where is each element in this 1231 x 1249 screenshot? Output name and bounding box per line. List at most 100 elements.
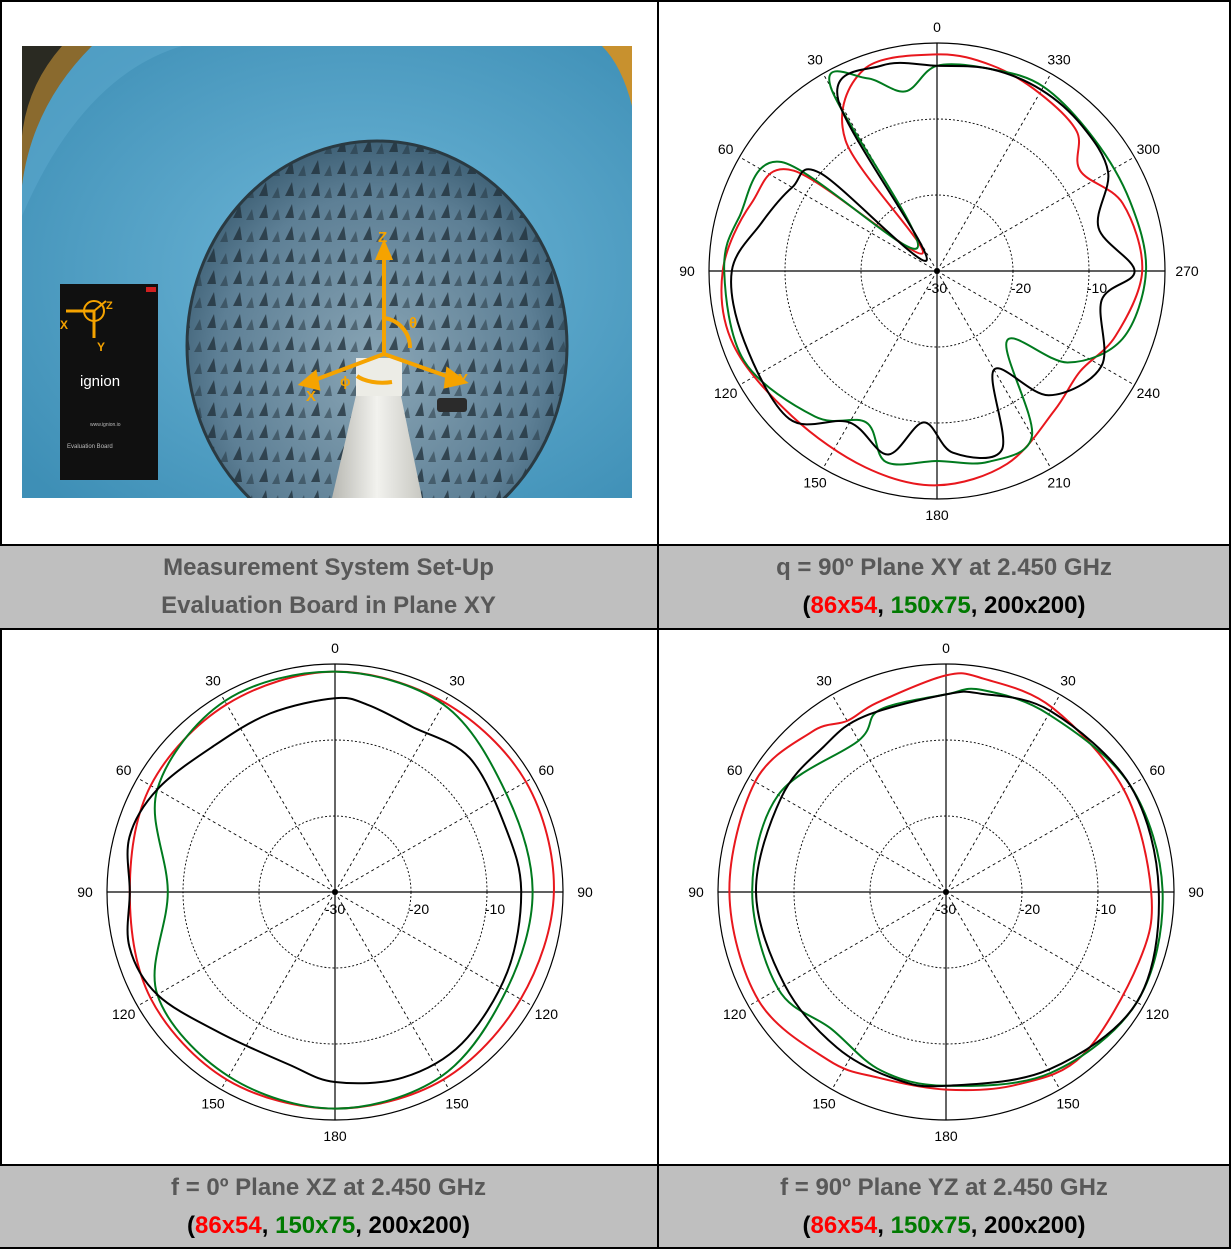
polar-angle-label: 60 bbox=[116, 762, 132, 778]
legend-sep: , bbox=[355, 1211, 369, 1239]
legend-200x200: 200x200 bbox=[984, 592, 1078, 619]
series-line-150x75 bbox=[153, 670, 534, 1110]
polar-angle-label: 300 bbox=[1137, 141, 1161, 157]
polar-angle-label: 30 bbox=[205, 673, 221, 689]
legend-sep: , bbox=[877, 592, 891, 619]
axis-phi-label: ϕ bbox=[340, 373, 351, 389]
board-logo: ignion bbox=[80, 373, 120, 390]
polar-radial-label: -20 bbox=[1011, 280, 1031, 296]
polar-angle-label: 60 bbox=[727, 762, 743, 778]
polar-radial-label: -30 bbox=[927, 280, 947, 296]
polar-angle-label: 0 bbox=[933, 19, 941, 35]
series-line-86x54 bbox=[728, 672, 1153, 1092]
xz-caption: f = 0º Plane XZ at 2.450 GHz (86x54, 150… bbox=[0, 1166, 659, 1249]
paren-close: ) bbox=[461, 1211, 470, 1239]
axis-z-label: Z bbox=[378, 229, 387, 246]
series-line-150x75 bbox=[723, 63, 1148, 466]
xz-chart-cell: 0 30 60 90 120 150 180 150 120 90 60 30 -30 -20 -10 bbox=[0, 630, 659, 1166]
polar-angle-label: 270 bbox=[1175, 263, 1199, 279]
polar-angle-label: 210 bbox=[1047, 474, 1071, 490]
polar-spoke bbox=[334, 891, 533, 1007]
polar-angle-label: 0 bbox=[331, 640, 339, 656]
polar-chart-xz: 0 30 60 90 120 150 180 150 120 90 60 30 -30 -20 -10 bbox=[77, 640, 593, 1144]
series-line-150x75 bbox=[751, 687, 1164, 1087]
legend-86x54: 86x54 bbox=[810, 592, 878, 619]
yz-caption: f = 90º Plane YZ at 2.450 GHz (86x54, 15… bbox=[659, 1166, 1231, 1249]
polar-angle-label: 120 bbox=[535, 1006, 559, 1022]
legend-150x75: 150x75 bbox=[890, 592, 971, 619]
legend-86x54: 86x54 bbox=[195, 1211, 262, 1239]
polar-angle-label: 90 bbox=[1188, 884, 1204, 900]
yz-caption-title: f = 90º Plane YZ at 2.450 GHz bbox=[780, 1173, 1108, 1201]
polar-spoke bbox=[334, 694, 450, 893]
polar-spoke bbox=[831, 891, 947, 1090]
polar-angle-label: 60 bbox=[718, 141, 734, 157]
polar-angle-label: 150 bbox=[1056, 1095, 1080, 1111]
polar-radial-label: -30 bbox=[936, 901, 956, 917]
polar-angle-label: 90 bbox=[688, 884, 704, 900]
axis-theta-label: θ bbox=[409, 315, 417, 332]
polar-angle-label: 120 bbox=[112, 1006, 136, 1022]
legend-86x54: 86x54 bbox=[810, 1211, 878, 1239]
polar-spoke bbox=[334, 891, 450, 1090]
xy-caption-title: q = 90º Plane XY at 2.450 GHz bbox=[776, 554, 1112, 581]
polar-angle-label: 90 bbox=[77, 884, 93, 900]
polar-angle-label: 90 bbox=[679, 263, 695, 279]
polar-angle-label: 120 bbox=[723, 1006, 747, 1022]
polar-angle-label: 90 bbox=[577, 884, 593, 900]
polar-angle-label: 120 bbox=[1146, 1006, 1170, 1022]
anechoic-chamber-photo: Z X Y θ ϕ X Y Z ignion www.ignion.io Eva… bbox=[22, 46, 632, 498]
paren-close: ) bbox=[1077, 592, 1086, 619]
yz-chart-cell: 0 30 60 90 120 150 180 150 120 90 60 30 -30 -20 -10 bbox=[659, 630, 1231, 1166]
polar-radial-label: -20 bbox=[409, 901, 429, 917]
evaluation-board: X Y Z ignion www.ignion.io Evaluation Bo… bbox=[60, 284, 158, 480]
paren-open: ( bbox=[802, 592, 811, 619]
polar-center-dot bbox=[332, 889, 338, 895]
polar-spoke bbox=[220, 694, 336, 893]
legend-sep: , bbox=[877, 1211, 891, 1239]
polar-spoke bbox=[945, 777, 1144, 893]
polar-spoke bbox=[822, 270, 938, 469]
legend-sep: , bbox=[970, 592, 985, 619]
polar-center-dot bbox=[934, 268, 940, 274]
polar-spoke bbox=[945, 891, 1061, 1090]
xy-chart-cell: 0 30 60 90 120 150 180 210 240 270 300 330 -30 -20 -10 bbox=[659, 0, 1231, 546]
xy-caption: q = 90º Plane XY at 2.450 GHz (86x54, 15… bbox=[659, 546, 1231, 630]
xz-caption-legend: (86x54, 150x75, 200x200) bbox=[187, 1207, 470, 1245]
legend-200x200: 200x200 bbox=[368, 1211, 462, 1239]
board-axis-y: Y bbox=[97, 340, 105, 354]
polar-angle-label: 60 bbox=[539, 762, 555, 778]
legend-150x75: 150x75 bbox=[275, 1211, 356, 1239]
polar-angle-label: 330 bbox=[1047, 52, 1071, 68]
polar-radial-label: -10 bbox=[1087, 280, 1107, 296]
polar-angle-label: 30 bbox=[807, 52, 823, 68]
legend-sep: , bbox=[261, 1211, 276, 1239]
polar-spoke bbox=[137, 777, 336, 893]
yz-caption-legend: (86x54, 150x75, 200x200) bbox=[803, 1207, 1086, 1245]
polar-radial-label: -10 bbox=[485, 901, 505, 917]
polar-spoke bbox=[137, 891, 336, 1007]
series-line-200x200 bbox=[730, 61, 1136, 459]
polar-center-dot bbox=[943, 889, 949, 895]
setup-caption-line2: Evaluation Board in Plane XY bbox=[161, 592, 496, 619]
polar-chart-yz: 0 30 60 90 120 150 180 150 120 90 60 30 -30 -20 -10 bbox=[688, 640, 1204, 1144]
polar-spoke bbox=[739, 270, 938, 386]
polar-angle-label: 150 bbox=[445, 1095, 469, 1111]
legend-200x200: 200x200 bbox=[984, 1211, 1078, 1239]
board-axis-z: Z bbox=[106, 300, 113, 312]
polar-spoke bbox=[936, 270, 1135, 386]
series-line-86x54 bbox=[720, 53, 1144, 487]
xy-caption-legend: (86x54, 150x75, 200x200) bbox=[803, 587, 1086, 625]
polar-angle-label: 240 bbox=[1137, 385, 1161, 401]
xz-caption-title: f = 0º Plane XZ at 2.450 GHz bbox=[171, 1173, 486, 1201]
legend-sep: , bbox=[970, 1211, 985, 1239]
polar-radial-label: -20 bbox=[1020, 901, 1040, 917]
polar-angle-label: 0 bbox=[942, 640, 950, 656]
table-border-top bbox=[0, 0, 1231, 2]
polar-angle-label: 30 bbox=[1060, 673, 1076, 689]
board-axis-x: X bbox=[60, 318, 68, 332]
series-line-200x200 bbox=[126, 696, 523, 1085]
polar-angle-label: 150 bbox=[201, 1095, 225, 1111]
polar-angle-label: 150 bbox=[812, 1095, 836, 1111]
